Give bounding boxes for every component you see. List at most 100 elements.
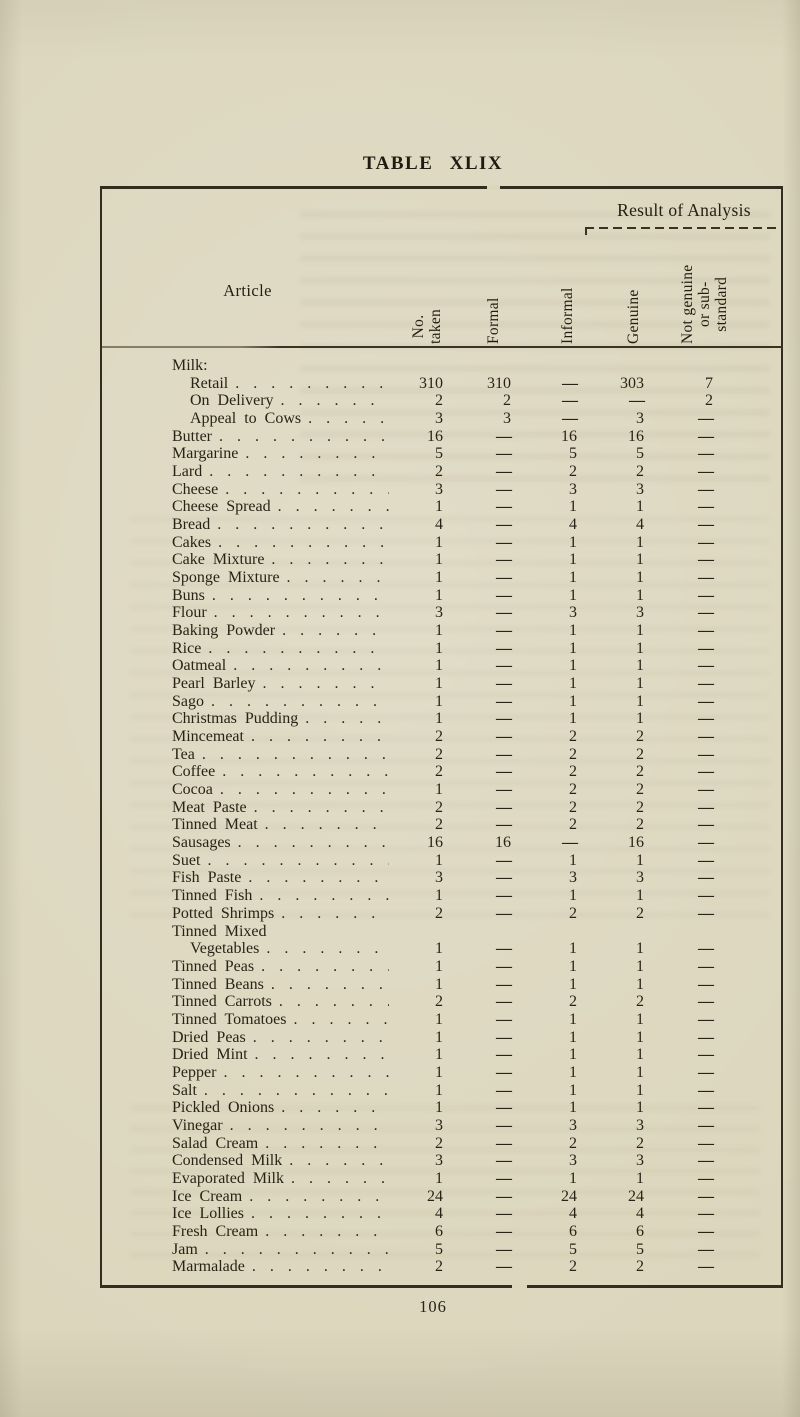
article-name: Meat Paste bbox=[172, 798, 247, 816]
article-cell: Baking Powder . . . . . . . . . . . . . .… bbox=[102, 622, 393, 640]
table-frame bbox=[100, 186, 783, 1288]
article-name: Cheese Spread bbox=[172, 498, 271, 516]
dotted-leader: . . . . . . . . . . . . . . . . . . . . … bbox=[233, 657, 389, 675]
cell-value: — bbox=[698, 1240, 714, 1258]
table-row: On Delivery . . . . . . . . . . . . . . .… bbox=[102, 392, 781, 410]
cell-value: 1 bbox=[435, 639, 443, 657]
cell-value: 2 bbox=[636, 1258, 644, 1276]
article-name: On Delivery bbox=[190, 392, 274, 410]
cell-value: — bbox=[496, 1063, 512, 1081]
cell-value: 1 bbox=[636, 692, 644, 710]
cell-value: 1 bbox=[435, 1099, 443, 1117]
article-cell: Flour . . . . . . . . . . . . . . . . . .… bbox=[102, 604, 393, 622]
cell-value: — bbox=[496, 1099, 512, 1117]
cell-value: — bbox=[496, 622, 512, 640]
article-cell: Tinned Beans . . . . . . . . . . . . . . … bbox=[102, 976, 393, 994]
table-row: Tinned Tomatoes . . . . . . . . . . . . .… bbox=[102, 1011, 781, 1029]
cell-value: 5 bbox=[435, 445, 443, 463]
cell-value: — bbox=[496, 993, 512, 1011]
cell-value: 4 bbox=[636, 516, 644, 534]
cell-value: 16 bbox=[495, 834, 511, 852]
dotted-leader: . . . . . . . . . . . . . . . . . . . . … bbox=[211, 586, 389, 604]
cell-value: 1 bbox=[636, 622, 644, 640]
article-cell: Tinned Fish . . . . . . . . . . . . . . .… bbox=[102, 887, 393, 905]
cell-value: 1 bbox=[569, 1010, 577, 1028]
cell-value: 2 bbox=[435, 728, 443, 746]
cell-value: 1 bbox=[636, 887, 644, 905]
cell-value: 1 bbox=[569, 498, 577, 516]
article-name: Fresh Cream bbox=[172, 1222, 259, 1240]
cell-value: 24 bbox=[427, 1187, 443, 1205]
cell-value: — bbox=[698, 1152, 714, 1170]
cell-value: 1 bbox=[636, 710, 644, 728]
article-name: Margarine bbox=[172, 445, 239, 463]
article-name: Salad Cream bbox=[172, 1134, 259, 1152]
cell-value: 1 bbox=[435, 710, 443, 728]
table-row: Cheese . . . . . . . . . . . . . . . . . … bbox=[102, 481, 781, 499]
article-cell: Oatmeal . . . . . . . . . . . . . . . . .… bbox=[102, 657, 393, 675]
cell-value: 1 bbox=[435, 975, 443, 993]
cell-value: 1 bbox=[435, 692, 443, 710]
cell-value: 4 bbox=[569, 1205, 577, 1223]
cell-value: 1 bbox=[636, 851, 644, 869]
cell-value: — bbox=[496, 639, 512, 657]
article-cell: Tinned Carrots . . . . . . . . . . . . . … bbox=[102, 993, 393, 1011]
header-separator-rule bbox=[100, 346, 783, 348]
article-cell: Suet . . . . . . . . . . . . . . . . . . … bbox=[102, 852, 393, 870]
article-name: Sago bbox=[172, 692, 204, 710]
cell-value: 1 bbox=[569, 675, 577, 693]
article-cell: Jam . . . . . . . . . . . . . . . . . . .… bbox=[102, 1241, 393, 1259]
cell-value: — bbox=[698, 480, 714, 498]
article-name: Tinned Peas bbox=[172, 957, 255, 975]
cell-value: 1 bbox=[569, 887, 577, 905]
dotted-leader: . . . . . . . . . . . . . . . . . . . . … bbox=[208, 639, 389, 657]
column-header-formal: Formal bbox=[484, 297, 502, 344]
article-name: Pickled Onions bbox=[172, 1099, 275, 1117]
article-cell: Condensed Milk . . . . . . . . . . . . . … bbox=[102, 1152, 393, 1170]
cell-value: 3 bbox=[435, 410, 443, 428]
cell-value: — bbox=[698, 657, 714, 675]
cell-value: — bbox=[698, 993, 714, 1011]
cell-value: — bbox=[496, 745, 512, 763]
cell-value: 2 bbox=[435, 463, 443, 481]
cell-value: — bbox=[496, 904, 512, 922]
cell-value: — bbox=[698, 1046, 714, 1064]
dotted-leader: . . . . . . . . . . . . . . . . . . . . … bbox=[254, 1046, 389, 1064]
article-cell: Vegetables . . . . . . . . . . . . . . . … bbox=[102, 940, 393, 958]
cell-value: 2 bbox=[435, 993, 443, 1011]
article-name: Mincemeat bbox=[172, 728, 244, 746]
article-cell: Sausages . . . . . . . . . . . . . . . . … bbox=[102, 834, 393, 852]
cell-value: 2 bbox=[636, 798, 644, 816]
cell-value: — bbox=[496, 1187, 512, 1205]
table-row: Cocoa . . . . . . . . . . . . . . . . . .… bbox=[102, 781, 781, 799]
cell-value: — bbox=[496, 516, 512, 534]
cell-value: 1 bbox=[435, 1063, 443, 1081]
cell-value: — bbox=[496, 710, 512, 728]
table-row: Meat Paste . . . . . . . . . . . . . . . … bbox=[102, 799, 781, 817]
cell-value: 2 bbox=[636, 816, 644, 834]
cell-value: 2 bbox=[705, 392, 713, 410]
cell-value: 24 bbox=[561, 1187, 577, 1205]
cell-value: — bbox=[698, 675, 714, 693]
dotted-leader: . . . . . . . . . . . . . . . . . . . . … bbox=[308, 410, 389, 428]
article-name: Sponge Mixture bbox=[172, 569, 280, 587]
dotted-leader: . . . . . . . . . . . . . . . . . . . . … bbox=[266, 940, 389, 958]
cell-value: 2 bbox=[636, 463, 644, 481]
cell-value: 16 bbox=[628, 834, 644, 852]
cell-value: 6 bbox=[435, 1222, 443, 1240]
cell-value: 3 bbox=[503, 410, 511, 428]
cell-value: 16 bbox=[427, 427, 443, 445]
article-cell: Vinegar . . . . . . . . . . . . . . . . .… bbox=[102, 1117, 393, 1135]
dotted-leader: . . . . . . . . . . . . . . . . . . . . … bbox=[253, 798, 389, 816]
cell-value: 1 bbox=[569, 1081, 577, 1099]
article-cell: Tinned Mixed bbox=[102, 923, 393, 941]
cell-value: 1 bbox=[569, 639, 577, 657]
article-cell: Christmas Pudding . . . . . . . . . . . .… bbox=[102, 710, 393, 728]
cell-value: 1 bbox=[636, 957, 644, 975]
table-title: TABLE XLIX bbox=[362, 153, 504, 174]
cell-value: 16 bbox=[427, 834, 443, 852]
cell-value: 1 bbox=[435, 1169, 443, 1187]
cell-value: — bbox=[496, 763, 512, 781]
result-underline-tick bbox=[585, 227, 587, 235]
cell-value: 16 bbox=[628, 427, 644, 445]
